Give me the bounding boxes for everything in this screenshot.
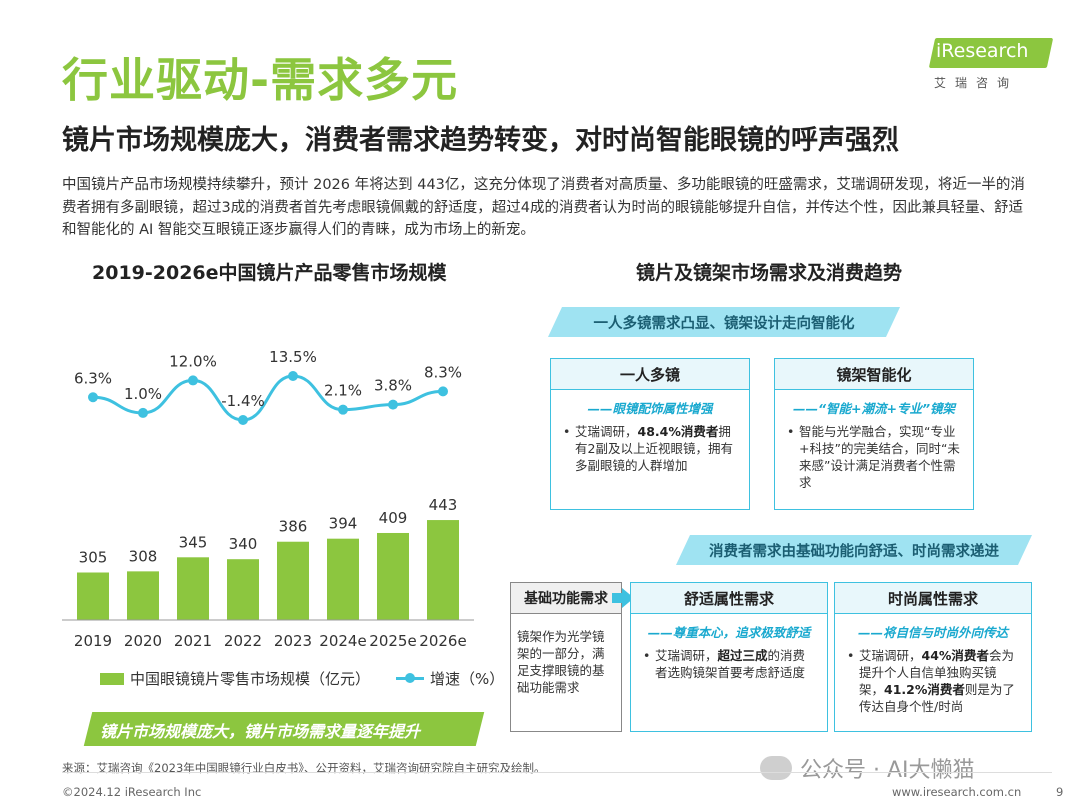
text-part: 则是为了传达自身个性/时尚	[859, 682, 1015, 714]
growth-line	[92, 374, 444, 422]
logo-text: iResearch	[936, 40, 1029, 62]
box-fashion-need-tag: ——将自信与时尚外向传达	[857, 625, 1008, 640]
x-tick-label: 2021	[174, 632, 212, 650]
bar-2021	[177, 557, 209, 620]
bar-2023	[277, 541, 309, 620]
box-comfort-need-title: 舒适属性需求	[631, 583, 827, 614]
bar-2019	[77, 572, 109, 620]
bar-value-label: 394	[329, 515, 358, 533]
trend-heading: 镜片及镜架市场需求及消费趋势	[636, 262, 903, 284]
box-multi-glasses: 一人多镜 ——眼镜配饰属性增强 艾瑞调研，48.4%消费者拥有2副及以上近视眼镜…	[550, 358, 750, 510]
box-multi-glasses-title: 一人多镜	[551, 359, 749, 390]
box-basic-need: 基础功能需求 镜架作为光学镜架的一部分，满足支撑眼镜的基础功能需求	[510, 582, 622, 732]
box-basic-need-title: 基础功能需求	[511, 583, 621, 614]
bar-2020	[127, 571, 159, 620]
text-part: 艾瑞调研，	[575, 424, 638, 439]
box-multi-glasses-tag: ——眼镜配饰属性增强	[587, 401, 713, 416]
trend-banner-2: 消费者需求由基础功能向舒适、时尚需求递进	[676, 535, 1032, 565]
growth-value-label: 12.0%	[169, 352, 217, 370]
growth-value-label: 8.3%	[424, 363, 462, 381]
box-multi-glasses-text: 艾瑞调研，48.4%消费者拥有2副及以上近视眼镜，拥有多副眼镜的人群增加	[563, 423, 737, 474]
website-link[interactable]: www.iresearch.com.cn	[892, 785, 1022, 799]
growth-point-2020	[138, 407, 148, 418]
text-part: 会为提升个人自信单独购买镜架，	[859, 648, 1014, 697]
box-comfort-need: 舒适属性需求 ——尊重本心，追求极致舒适 艾瑞调研，超过三成的消费者选购镜架首要…	[630, 582, 828, 732]
watermark: 公众号 · AI大懒猫	[760, 752, 975, 784]
box-fashion-need-title: 时尚属性需求	[835, 583, 1031, 614]
box-smart-frame-text: 智能与光学融合，实现“专业+科技”的完美结合，同时“未来感”设计满足消费者个性需…	[787, 423, 961, 491]
bar-value-label: 308	[129, 547, 158, 565]
bar-value-label: 345	[179, 533, 208, 551]
x-tick-label: 2019	[74, 632, 112, 650]
box-smart-frame: 镜架智能化 ——“智能+潮流+专业”镜架 智能与光学融合，实现“专业+科技”的完…	[774, 358, 974, 510]
growth-value-label: 2.1%	[324, 382, 362, 400]
bar-2025e	[377, 532, 409, 620]
legend-bar-label: 中国眼镜镜片零售市场规模（亿元）	[130, 670, 371, 688]
legend-bar-entry: 中国眼镜镜片零售市场规模（亿元）	[100, 668, 370, 689]
wechat-icon	[760, 756, 792, 780]
highlight-text: 超过三成	[717, 648, 768, 663]
bar-value-label: 386	[279, 518, 308, 536]
growth-point-2026e	[438, 386, 448, 397]
text-part: 艾瑞调研，	[655, 648, 718, 663]
growth-value-label: 13.5%	[269, 348, 317, 366]
market-size-chart: 305 2019 308 2020 345 2021 340 2022 386 2023 394 20…	[62, 348, 474, 650]
bar-2022	[227, 559, 259, 620]
source-note: 来源：艾瑞咨询《2023年中国眼镜行业白皮书》、公开资料，艾瑞咨询研究院自主研究…	[62, 761, 546, 775]
legend-line-label: 增速（%）	[430, 670, 505, 688]
x-tick-label: 2025e	[369, 632, 416, 650]
highlight-text: 44%消费者	[921, 648, 989, 663]
bar-2024e	[327, 538, 359, 620]
bar-value-label: 409	[379, 509, 408, 527]
copyright: ©2024.12 iResearch Inc	[62, 785, 202, 799]
bar-2026e	[427, 520, 459, 620]
growth-value-label: 6.3%	[74, 369, 112, 387]
text-part: 艾瑞调研，	[859, 648, 922, 663]
logo-subtext: 艾瑞咨询	[934, 76, 1019, 90]
bar-value-label: 305	[79, 549, 108, 567]
chart-heading: 2019-2026e中国镜片产品零售市场规模	[92, 262, 447, 284]
arrow-right-icon	[612, 588, 634, 608]
text-part: 拥有2副及以上近视眼镜，拥有多副眼镜的人群增加	[575, 424, 733, 473]
highlight-text: 41.2%消费者	[884, 682, 965, 697]
watermark-text: 公众号 · AI大懒猫	[800, 758, 975, 783]
x-tick-label: 2022	[224, 632, 262, 650]
box-comfort-need-tag: ——尊重本心，追求极致舒适	[647, 625, 811, 640]
growth-point-2023	[288, 371, 298, 381]
highlight-text: 48.4%消费者	[637, 424, 719, 439]
text-part: 的消费者选购镜架首要考虑舒适度	[655, 648, 806, 680]
growth-value-label: 1.0%	[124, 385, 162, 403]
footer-divider	[62, 772, 1052, 773]
box-fashion-need-text: 艾瑞调研，44%消费者会为提升个人自信单独购买镜架，41.2%消费者则是为了传达…	[847, 647, 1019, 715]
iresearch-logo: iResearch 艾瑞咨询	[922, 38, 1054, 92]
x-tick-label: 2023	[274, 632, 312, 650]
page-subtitle: 镜片市场规模庞大，消费者需求趋势转变，对时尚智能眼镜的呼声强烈	[62, 125, 899, 156]
growth-point-2019	[88, 392, 98, 403]
growth-point-2021	[188, 375, 198, 386]
growth-value-label: 3.8%	[374, 377, 412, 395]
page-title: 行业驱动-需求多元	[62, 53, 459, 107]
legend-line-entry: 增速（%）	[396, 668, 504, 689]
intro-paragraph: 中国镜片产品市场规模持续攀升，预计 2026 年将达到 443亿，这充分体现了消…	[62, 177, 1025, 238]
conclusion-ribbon-text: 镜片市场规模庞大，镜片市场需求量逐年提升	[100, 722, 421, 741]
box-basic-need-text: 镜架作为光学镜架的一部分，满足支撑眼镜的基础功能需求	[517, 629, 605, 695]
box-smart-frame-tag: ——“智能+潮流+专业”镜架	[792, 401, 956, 416]
x-tick-label: 2020	[124, 632, 162, 650]
box-fashion-need: 时尚属性需求 ——将自信与时尚外向传达 艾瑞调研，44%消费者会为提升个人自信单…	[834, 582, 1032, 732]
bar-value-label: 443	[429, 496, 458, 514]
legend-line-swatch	[396, 673, 424, 683]
growth-point-2022	[238, 415, 248, 425]
bar-value-label: 340	[229, 535, 258, 553]
page-number: 9	[1056, 785, 1064, 799]
x-tick-label: 2026e	[419, 632, 466, 650]
trend-banner-1: 一人多镜需求凸显、镜架设计走向智能化	[548, 307, 900, 337]
growth-value-label: -1.4%	[221, 392, 265, 410]
x-tick-label: 2024e	[319, 632, 366, 650]
legend-bar-swatch	[100, 672, 124, 685]
growth-point-2024e	[338, 404, 348, 415]
growth-point-2025e	[388, 399, 398, 410]
box-comfort-need-text: 艾瑞调研，超过三成的消费者选购镜架首要考虑舒适度	[643, 647, 815, 681]
box-smart-frame-title: 镜架智能化	[775, 359, 973, 390]
